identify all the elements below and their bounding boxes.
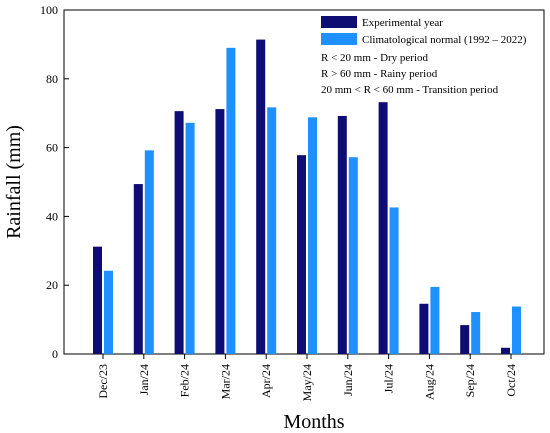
x-tick-label: Jul/24: [382, 364, 396, 393]
bar-climatological: [226, 47, 236, 355]
bar-climatological: [512, 306, 521, 354]
y-tick-label: 100: [40, 3, 58, 17]
x-tick-label: Sep/24: [463, 364, 477, 397]
x-tick-label: Mar/24: [218, 364, 232, 399]
bar-climatological: [430, 286, 440, 354]
legend-label-climatological: Climatological normal (1992 – 2022): [362, 34, 527, 46]
bar-experimental: [337, 115, 347, 355]
bar-climatological: [471, 312, 481, 354]
bar-climatological: [185, 122, 195, 354]
x-tick-label: Jun/24: [341, 364, 355, 396]
x-tick-label: Jan/24: [137, 364, 151, 395]
bar-experimental: [419, 303, 429, 354]
x-tick-label: Apr/24: [259, 364, 273, 398]
y-tick-label: 20: [46, 278, 58, 292]
bar-climatological: [308, 117, 317, 354]
legend-note-rainy: R > 60 mm - Rainy period: [321, 68, 438, 80]
bar-experimental: [460, 325, 470, 354]
y-axis: 0 20 40 60 80 100: [40, 3, 69, 361]
x-tick-label: Oct/24: [504, 364, 518, 397]
bar-climatological: [144, 150, 154, 354]
bar-experimental: [297, 155, 306, 354]
y-axis-title: Rainfall (mm): [3, 125, 25, 239]
bar-climatological: [389, 207, 399, 354]
bar-experimental: [256, 39, 266, 355]
bar-climatological: [348, 157, 358, 354]
bar-climatological: [267, 107, 277, 355]
bar-climatological: [104, 270, 113, 354]
x-tick-label: Aug/24: [422, 364, 436, 400]
y-tick-label: 40: [46, 209, 58, 223]
legend-label-experimental: Experimental year: [362, 17, 443, 29]
legend-note-transition: 20 mm < R < 60 mm - Transition period: [321, 84, 499, 96]
y-tick-label: 0: [52, 347, 58, 361]
x-tick-label: Feb/24: [178, 364, 192, 397]
bar-experimental: [174, 111, 184, 354]
y-tick-label: 60: [46, 141, 58, 155]
bar-experimental: [93, 246, 102, 354]
legend-swatch-experimental: [321, 16, 357, 28]
bar-experimental: [215, 109, 225, 355]
x-tick-label: Dec/23: [96, 364, 110, 399]
bar-experimental: [378, 102, 388, 354]
bar-experimental: [501, 347, 510, 354]
legend: Experimental year Climatological normal …: [321, 16, 527, 96]
x-axis: Dec/23 Jan/24 Feb/24 Mar/24 Apr/24 May/24 Jun/…: [96, 354, 518, 401]
x-tick-label: May/24: [300, 364, 314, 401]
bars-group: [93, 39, 521, 355]
y-tick-label: 80: [46, 72, 58, 86]
bar-experimental: [133, 184, 143, 354]
x-axis-title: Months: [283, 411, 344, 433]
legend-note-dry: R < 20 mm - Dry period: [321, 52, 429, 64]
legend-swatch-climatological: [321, 33, 357, 45]
